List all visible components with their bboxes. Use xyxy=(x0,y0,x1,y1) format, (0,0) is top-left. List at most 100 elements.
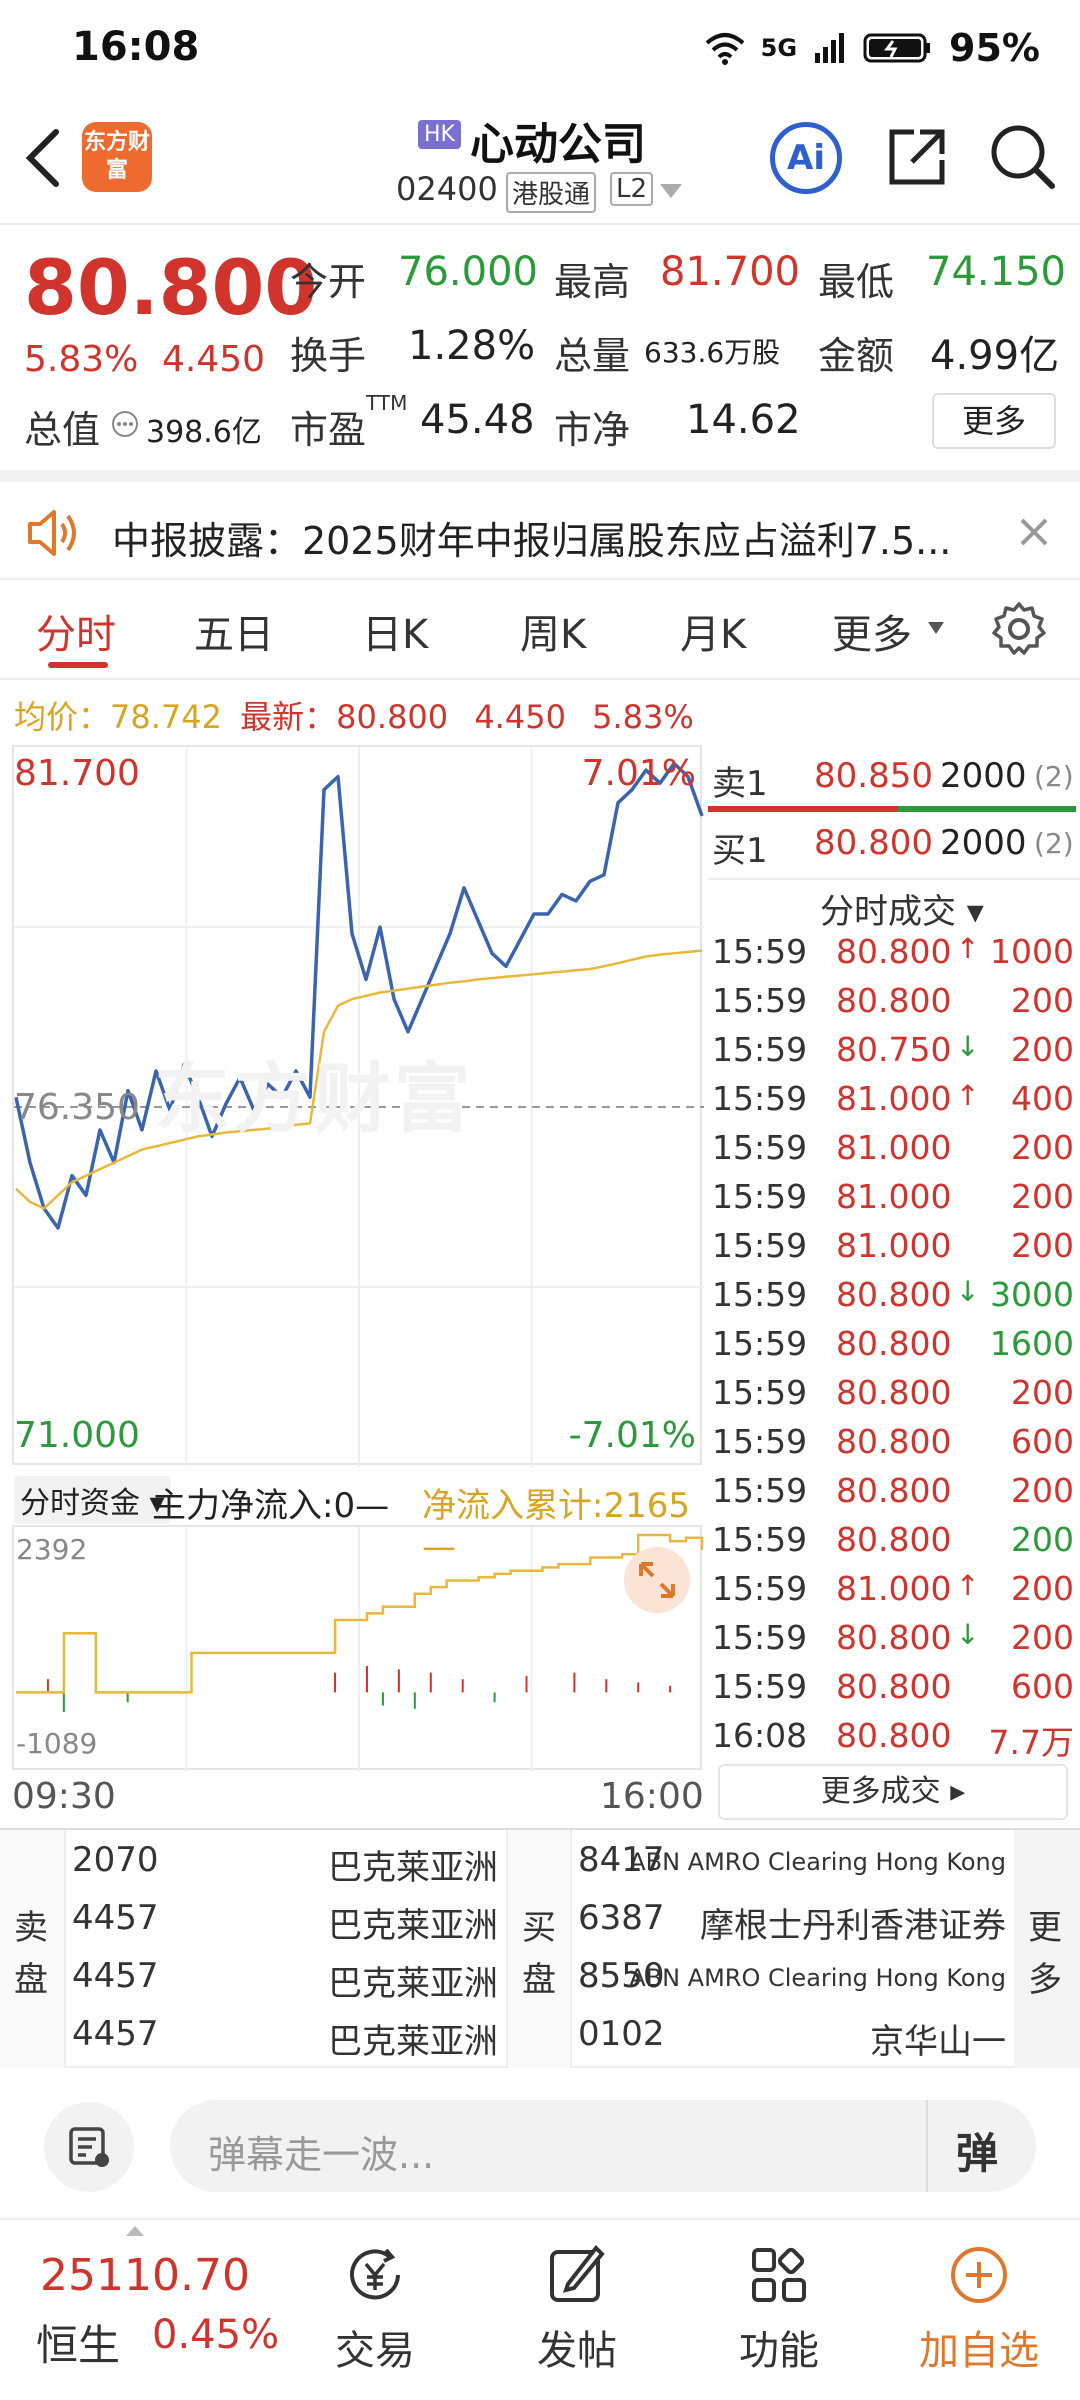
ask-count: (2) xyxy=(1034,760,1074,793)
share-icon[interactable] xyxy=(884,124,950,190)
sell-broker-name[interactable]: 巴克莱亚洲 xyxy=(328,1906,498,1946)
nav-functions[interactable]: 功能 xyxy=(714,2242,844,2376)
stock-code: 02400 xyxy=(396,170,498,208)
more-trades-button[interactable]: 更多成交 ▸ xyxy=(718,1764,1068,1820)
cum-inflow-line xyxy=(16,1533,704,1694)
index-ticker[interactable]: 25110.70 恒生 0.45% xyxy=(0,2222,300,2400)
pb-value: 14.62 xyxy=(686,397,801,443)
back-icon[interactable] xyxy=(24,128,64,188)
level-tag[interactable]: L2 xyxy=(610,172,654,206)
sell-broker-name[interactable]: 巴克莱亚洲 xyxy=(328,1848,498,1888)
buy-broker-name[interactable]: ABN AMRO Clearing Hong Kong xyxy=(629,1964,1006,1992)
search-icon[interactable] xyxy=(988,122,1058,192)
low-value: 74.150 xyxy=(926,249,1066,295)
trade-price: 80.800 xyxy=(836,1471,952,1510)
close-icon[interactable] xyxy=(1018,516,1050,548)
trade-qty: 200 xyxy=(1011,1373,1074,1412)
trade-row: 15:59 81.000 200 xyxy=(712,1128,1078,1177)
settings-icon[interactable] xyxy=(990,600,1048,658)
nav-trade[interactable]: 交易 xyxy=(310,2242,440,2376)
nav-post[interactable]: 发帖 xyxy=(512,2242,642,2376)
trade-price: 80.800 xyxy=(836,981,952,1020)
trade-price: 80.800 xyxy=(836,1716,952,1755)
trades-header-label: 分时成交 xyxy=(820,892,956,932)
more-brokers-button[interactable]: 更多 xyxy=(1014,1830,1080,2068)
fund-selector[interactable]: 分时资金 ▾ xyxy=(14,1476,171,1524)
fund-top-value: 2392 xyxy=(16,1533,88,1566)
trade-price: 81.000 xyxy=(836,1226,952,1265)
trade-qty: 200 xyxy=(1011,1128,1074,1167)
fund-flow-chart[interactable]: 2392 -1089 xyxy=(12,1525,704,1772)
last-value: 80.800 xyxy=(336,698,449,736)
intraday-chart-svg xyxy=(14,747,704,1467)
turnover-label: 换手 xyxy=(290,334,367,378)
danmu-divider xyxy=(926,2100,928,2192)
trade-row: 15:59 81.000 200 xyxy=(712,1177,1078,1226)
buy-side-label-cell: 买盘 xyxy=(506,1830,572,2068)
buy-broker-code[interactable]: 8550 xyxy=(578,1956,665,1996)
note-button[interactable] xyxy=(44,2102,134,2192)
expand-button[interactable] xyxy=(624,1547,690,1613)
buy-broker-code[interactable]: 6387 xyxy=(578,1898,665,1938)
intraday-info-line: 均价：78.742 最新：80.800 4.450 5.83% xyxy=(14,692,694,738)
low-label: 最低 xyxy=(818,260,895,304)
danmu-toggle[interactable]: 弹 xyxy=(956,2129,999,2178)
ask-price: 80.850 xyxy=(814,756,933,796)
intraday-chart[interactable]: 东方财富 81.700 7.01% 76.350 71.000 -7.01% xyxy=(12,745,704,1467)
tab-intraday[interactable]: 分时 xyxy=(36,612,116,658)
chart-mid-label: 76.350 xyxy=(14,1087,140,1128)
trade-price: 81.000 xyxy=(836,1128,952,1167)
info-icon[interactable] xyxy=(110,409,140,439)
sell-broker-name[interactable]: 巴克莱亚洲 xyxy=(328,1964,498,2004)
tab-monthly-k[interactable]: 月K xyxy=(680,612,747,658)
nav-trade-label: 交易 xyxy=(335,2328,415,2374)
nav-functions-label: 功能 xyxy=(739,2328,819,2374)
trade-direction: ↓ xyxy=(956,1618,980,1651)
open-value: 76.000 xyxy=(398,249,538,295)
trade-time: 15:59 xyxy=(712,1422,808,1461)
sell-broker-code[interactable]: 4457 xyxy=(72,2014,159,2054)
trades-header[interactable]: 分时成交 ▾ xyxy=(820,892,984,932)
sell-broker-code[interactable]: 4457 xyxy=(72,1956,159,1996)
buy-broker-name[interactable]: 京华山一 xyxy=(870,2022,1006,2062)
danmu-input[interactable]: 弹幕走一波... 弹 xyxy=(170,2100,1036,2192)
bid-label: 买1 xyxy=(712,831,768,871)
axis-end-time: 16:00 xyxy=(600,1776,704,1817)
buy-broker-code[interactable]: 8417 xyxy=(578,1840,665,1880)
tab-more[interactable]: 更多 xyxy=(832,612,912,658)
bid-price: 80.800 xyxy=(814,823,933,863)
buy-broker-name[interactable]: 摩根士丹利香港证券 xyxy=(700,1906,1006,1946)
chart-bottom-label: 71.000 xyxy=(14,1415,140,1456)
more-quote-button[interactable]: 更多 xyxy=(932,393,1056,449)
tab-five-day[interactable]: 五日 xyxy=(194,612,274,658)
tab-daily-k[interactable]: 日K xyxy=(362,612,429,658)
brand-logo[interactable]: 东方财富 xyxy=(82,122,152,192)
caret-down-icon[interactable] xyxy=(660,184,682,198)
buy-broker-name[interactable]: ABN AMRO Clearing Hong Kong xyxy=(629,1848,1006,1876)
trade-row: 15:59 80.800 200 xyxy=(712,1520,1078,1569)
sell-broker-code[interactable]: 2070 xyxy=(72,1840,159,1880)
tab-more-caret-icon[interactable] xyxy=(928,622,944,634)
index-pct: 0.45% xyxy=(152,2312,280,2358)
cum-net-inflow: 净流入累计:2165— xyxy=(422,1486,690,1567)
bid-row: 买1 80.800 2000 (2) xyxy=(708,815,1080,873)
trade-time: 15:59 xyxy=(712,1128,808,1167)
sell-broker-name[interactable]: 巴克莱亚洲 xyxy=(328,2022,498,2062)
trade-time: 16:08 xyxy=(712,1716,808,1755)
trade-direction: ↓ xyxy=(956,1275,980,1308)
tab-weekly-k[interactable]: 周K xyxy=(520,612,587,658)
announcement-bar[interactable]: 中报披露：2025财年中报归属股东应占溢利7.5... xyxy=(0,470,1080,580)
sell-broker-code[interactable]: 4457 xyxy=(72,1898,159,1938)
bid-count: (2) xyxy=(1034,827,1074,860)
trade-price: 80.750 xyxy=(836,1030,952,1069)
trade-time: 15:59 xyxy=(712,1177,808,1216)
buy-broker-code[interactable]: 0102 xyxy=(578,2014,665,2054)
ask-bid-ratio-green xyxy=(898,806,1076,812)
pe-value: 45.48 xyxy=(420,397,535,443)
nav-add-watchlist[interactable]: 加自选 xyxy=(914,2242,1044,2376)
signal-icon xyxy=(815,33,845,63)
ask-row: 卖1 80.850 2000 (2) xyxy=(708,752,1080,810)
ai-button[interactable]: Ai xyxy=(770,122,842,194)
trade-price: 80.800 xyxy=(836,1618,952,1657)
trade-qty: 200 xyxy=(1011,981,1074,1020)
